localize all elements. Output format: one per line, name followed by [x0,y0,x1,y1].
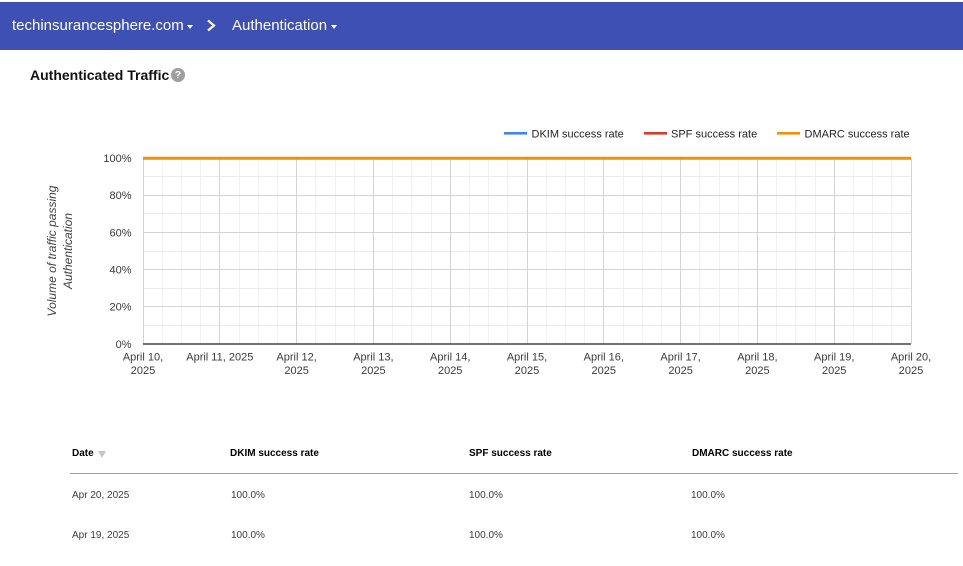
svg-text:DKIM success rate: DKIM success rate [532,129,624,141]
svg-text:April 20,: April 20, [891,352,931,364]
svg-text:20%: 20% [109,302,131,314]
svg-text:April 16,: April 16, [584,352,624,364]
svg-text:2025: 2025 [361,365,385,377]
svg-text:April 18,: April 18, [737,352,777,364]
svg-text:40%: 40% [109,264,131,276]
svg-text:0%: 0% [116,339,132,351]
svg-text:April 11, 2025: April 11, 2025 [186,352,253,364]
svg-text:2025: 2025 [822,365,846,377]
svg-text:April 10,: April 10, [123,352,163,364]
svg-text:60%: 60% [109,227,131,239]
svg-text:SPF success rate: SPF success rate [671,129,757,141]
svg-text:2025: 2025 [899,365,923,377]
svg-text:April 12,: April 12, [276,352,316,364]
svg-text:DMARC success rate: DMARC success rate [805,129,910,141]
svg-text:2025: 2025 [668,365,692,377]
svg-text:Authentication: Authentication [61,213,75,290]
svg-text:2025: 2025 [438,365,462,377]
svg-text:2025: 2025 [284,365,308,377]
svg-text:2025: 2025 [745,365,769,377]
svg-text:Volume of traffic passing: Volume of traffic passing [45,185,59,316]
svg-text:100%: 100% [103,153,131,165]
svg-text:80%: 80% [109,190,131,202]
svg-text:April 19,: April 19, [814,352,854,364]
svg-text:2025: 2025 [515,365,539,377]
svg-text:2025: 2025 [131,365,155,377]
svg-text:April 13,: April 13, [353,352,393,364]
svg-text:April 15,: April 15, [507,352,547,364]
svg-text:2025: 2025 [592,365,616,377]
svg-text:April 17,: April 17, [660,352,700,364]
svg-text:April 14,: April 14, [430,352,470,364]
